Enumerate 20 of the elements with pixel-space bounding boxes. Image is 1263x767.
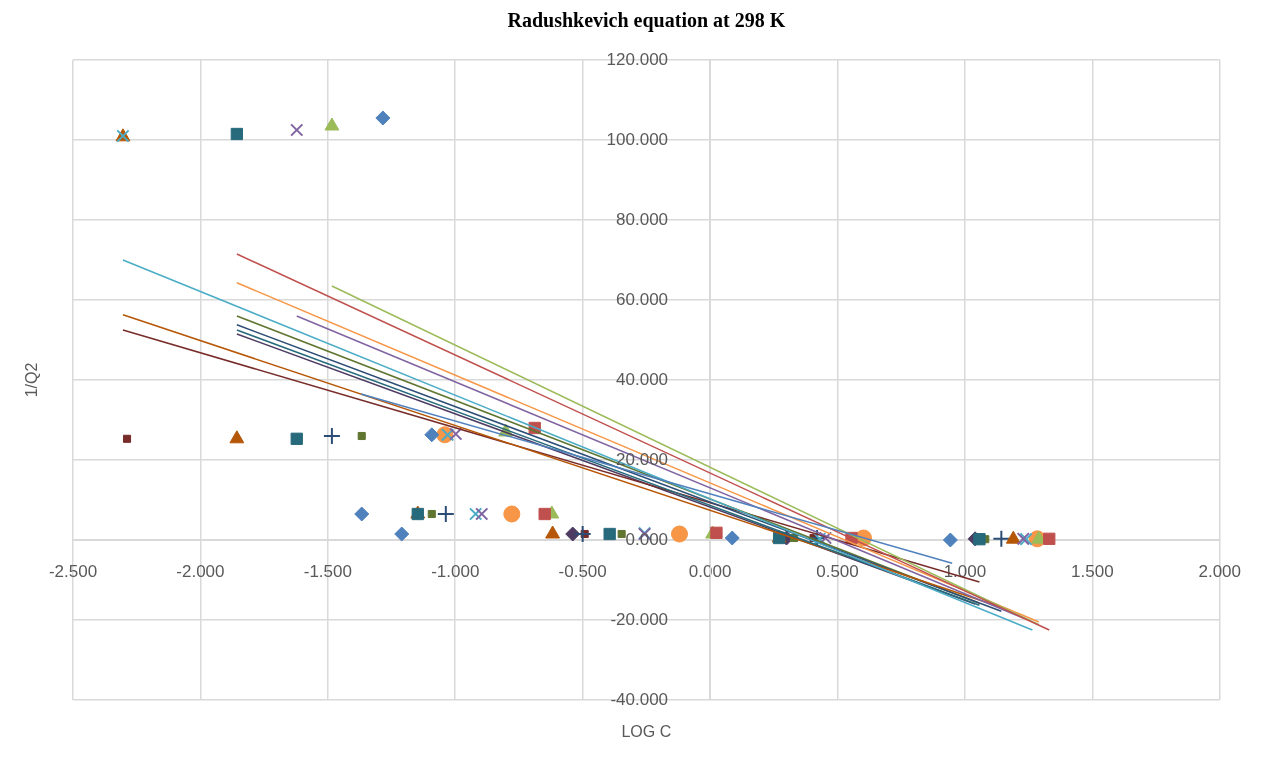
x-tick-label: 1.500 — [1071, 561, 1114, 581]
x-axis-title: LOG C — [621, 723, 672, 741]
y-tick-label: 80.000 — [616, 209, 669, 229]
y-tick-label: 120.000 — [606, 49, 669, 69]
chart-title: Radushkevich equation at 298 K — [507, 9, 786, 33]
y-tick-label: 40.000 — [616, 369, 669, 389]
x-tick-label: -2.500 — [48, 561, 98, 581]
x-tick-label: 2.000 — [1198, 561, 1241, 581]
x-tick-label: -2.000 — [176, 561, 225, 581]
x-tick-label: -1.500 — [303, 561, 352, 581]
y-tick-label: 60.000 — [616, 289, 669, 309]
x-tick-label: 1.000 — [943, 561, 987, 581]
x-tick-label: 0.500 — [816, 561, 859, 581]
y-tick-label: -20.000 — [610, 609, 669, 629]
y-axis-title: 1/Q2 — [23, 362, 41, 398]
y-tick-label: -40.000 — [610, 689, 669, 709]
y-tick-label: 0.000 — [625, 529, 669, 549]
y-tick-label: 100.000 — [606, 129, 669, 149]
x-tick-label: -1.000 — [431, 561, 480, 581]
x-tick-label: -0.500 — [558, 561, 607, 581]
